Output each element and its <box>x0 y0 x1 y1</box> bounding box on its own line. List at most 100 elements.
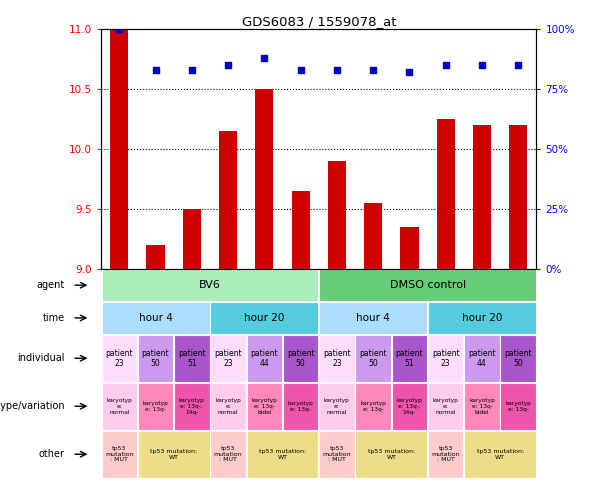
FancyBboxPatch shape <box>102 383 137 430</box>
Text: tp53 mutation:
WT: tp53 mutation: WT <box>259 449 306 460</box>
FancyBboxPatch shape <box>500 335 536 382</box>
Bar <box>147 245 165 269</box>
Text: DMSO control: DMSO control <box>389 280 466 290</box>
Text: patient
23: patient 23 <box>105 349 133 368</box>
Text: agent: agent <box>37 280 65 290</box>
Text: tp53 mutation:
WT: tp53 mutation: WT <box>150 449 197 460</box>
FancyBboxPatch shape <box>246 383 282 430</box>
Text: hour 4: hour 4 <box>139 313 172 323</box>
Text: karyotyp
e: 13q-,
14q-: karyotyp e: 13q-, 14q- <box>397 398 422 414</box>
Bar <box>292 191 310 269</box>
Text: patient
51: patient 51 <box>395 349 423 368</box>
FancyBboxPatch shape <box>356 335 391 382</box>
Text: patient
50: patient 50 <box>287 349 314 368</box>
FancyBboxPatch shape <box>210 431 246 478</box>
Bar <box>509 125 527 269</box>
FancyBboxPatch shape <box>319 431 355 478</box>
Text: hour 20: hour 20 <box>462 313 502 323</box>
Text: tp53 mutation:
WT: tp53 mutation: WT <box>476 449 524 460</box>
Text: karyotyp
e: 13q-: karyotyp e: 13q- <box>505 401 531 412</box>
Bar <box>364 203 383 269</box>
FancyBboxPatch shape <box>210 383 246 430</box>
FancyBboxPatch shape <box>174 383 210 430</box>
Text: karyotyp
e:
normal: karyotyp e: normal <box>106 398 132 414</box>
FancyBboxPatch shape <box>464 383 500 430</box>
Text: patient
50: patient 50 <box>504 349 532 368</box>
FancyBboxPatch shape <box>428 383 463 430</box>
Text: tp53
mutation
: MUT: tp53 mutation : MUT <box>105 446 134 463</box>
Text: karyotyp
e: 13q-: karyotyp e: 13q- <box>287 401 314 412</box>
FancyBboxPatch shape <box>210 335 246 382</box>
Point <box>223 61 233 69</box>
Text: patient
50: patient 50 <box>359 349 387 368</box>
Text: hour 4: hour 4 <box>356 313 390 323</box>
FancyBboxPatch shape <box>319 383 355 430</box>
FancyBboxPatch shape <box>392 383 427 430</box>
FancyBboxPatch shape <box>246 431 318 478</box>
Bar <box>400 227 419 269</box>
Point <box>513 61 523 69</box>
Text: karyotyp
e: 13q-: karyotyp e: 13q- <box>143 401 169 412</box>
FancyBboxPatch shape <box>464 335 500 382</box>
FancyBboxPatch shape <box>102 431 137 478</box>
Text: karyotyp
e:
normal: karyotyp e: normal <box>215 398 241 414</box>
Text: tp53
mutation
: MUT: tp53 mutation : MUT <box>322 446 351 463</box>
FancyBboxPatch shape <box>392 335 427 382</box>
Point <box>259 54 269 62</box>
Text: genotype/variation: genotype/variation <box>0 401 65 411</box>
Text: patient
44: patient 44 <box>251 349 278 368</box>
FancyBboxPatch shape <box>428 335 463 382</box>
Text: tp53
mutation
: MUT: tp53 mutation : MUT <box>214 446 242 463</box>
FancyBboxPatch shape <box>246 335 282 382</box>
FancyBboxPatch shape <box>428 431 463 478</box>
Bar <box>436 119 455 269</box>
Text: patient
44: patient 44 <box>468 349 496 368</box>
Point <box>332 66 342 73</box>
FancyBboxPatch shape <box>102 269 318 301</box>
Text: other: other <box>39 449 65 459</box>
Bar <box>183 209 201 269</box>
FancyBboxPatch shape <box>283 335 318 382</box>
FancyBboxPatch shape <box>464 431 536 478</box>
Text: karyotyp
e: 13q-
bidel: karyotyp e: 13q- bidel <box>469 398 495 414</box>
FancyBboxPatch shape <box>500 383 536 430</box>
Text: patient
23: patient 23 <box>323 349 351 368</box>
Text: karyotyp
e:
normal: karyotyp e: normal <box>433 398 459 414</box>
FancyBboxPatch shape <box>319 302 427 334</box>
Text: karyotyp
e:
normal: karyotyp e: normal <box>324 398 350 414</box>
Bar <box>110 29 128 269</box>
Text: karyotyp
e: 13q-,
14q-: karyotyp e: 13q-, 14q- <box>179 398 205 414</box>
FancyBboxPatch shape <box>319 335 355 382</box>
Text: patient
50: patient 50 <box>142 349 169 368</box>
Bar <box>328 161 346 269</box>
Point <box>405 68 414 76</box>
Text: hour 20: hour 20 <box>244 313 284 323</box>
Bar <box>473 125 491 269</box>
FancyBboxPatch shape <box>356 431 427 478</box>
FancyBboxPatch shape <box>356 383 391 430</box>
Bar <box>255 89 273 269</box>
Point <box>151 66 161 73</box>
Text: patient
23: patient 23 <box>432 349 460 368</box>
FancyBboxPatch shape <box>138 431 210 478</box>
Text: individual: individual <box>17 353 65 363</box>
Text: karyotyp
e: 13q-: karyotyp e: 13q- <box>360 401 386 412</box>
Point <box>115 25 124 33</box>
Point <box>477 61 487 69</box>
Text: tp53
mutation
: MUT: tp53 mutation : MUT <box>432 446 460 463</box>
Text: tp53 mutation:
WT: tp53 mutation: WT <box>368 449 415 460</box>
Point <box>187 66 197 73</box>
Point <box>368 66 378 73</box>
FancyBboxPatch shape <box>428 302 536 334</box>
Text: patient
51: patient 51 <box>178 349 205 368</box>
Text: time: time <box>43 313 65 323</box>
Bar <box>219 131 237 269</box>
FancyBboxPatch shape <box>138 335 173 382</box>
FancyBboxPatch shape <box>283 383 318 430</box>
FancyBboxPatch shape <box>138 383 173 430</box>
FancyBboxPatch shape <box>210 302 318 334</box>
Text: patient
23: patient 23 <box>215 349 242 368</box>
Point <box>441 61 451 69</box>
Text: BV6: BV6 <box>199 280 221 290</box>
FancyBboxPatch shape <box>319 269 536 301</box>
